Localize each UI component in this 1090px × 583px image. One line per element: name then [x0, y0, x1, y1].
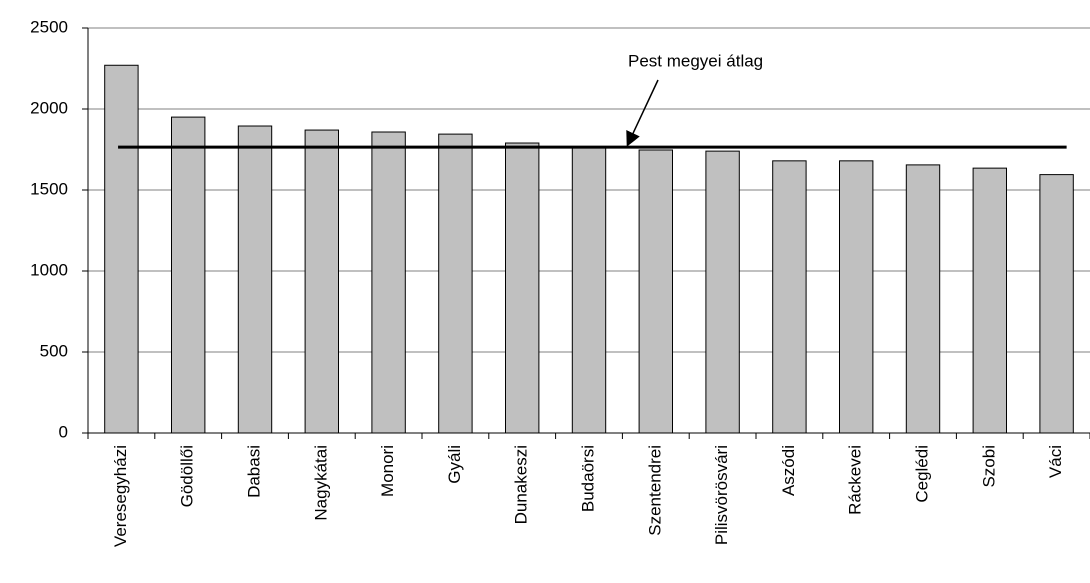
- bar: [371, 131, 406, 434]
- x-tick-label: Monori: [378, 445, 397, 497]
- bar: [705, 150, 740, 434]
- bar: [972, 167, 1007, 434]
- annotation: Pest megyei átlag: [628, 51, 763, 70]
- x-tick-label: Ceglédi: [912, 445, 931, 503]
- bar: [304, 129, 340, 434]
- y-tick-label: 2500: [30, 17, 68, 36]
- x-tick-label: Szobi: [979, 445, 998, 488]
- x-tick-label: Dunakeszi: [512, 445, 531, 524]
- bar: [104, 64, 139, 434]
- x-tick-label: Budaörsi: [578, 445, 597, 512]
- bar: [505, 142, 540, 434]
- bar: [438, 133, 473, 434]
- bar: [638, 149, 673, 434]
- bar: [1039, 174, 1074, 434]
- x-tick-label: Dabasi: [244, 445, 263, 498]
- x-tick-label: Gyáli: [445, 445, 464, 484]
- annotation-arrow: [626, 79, 659, 147]
- y-tick-label: 0: [59, 422, 68, 441]
- bar: [571, 146, 607, 434]
- bar: [839, 160, 874, 434]
- x-tick-label: Pilisvörösvári: [712, 445, 731, 545]
- bar: [772, 160, 807, 434]
- x-tick-label: Ráckevei: [846, 445, 865, 515]
- bar: [905, 164, 941, 434]
- x-tick-label: Nagykátai: [311, 445, 330, 521]
- x-tick-label: Veresegyházi: [111, 445, 130, 547]
- x-tick-label: Szentendrei: [645, 445, 664, 536]
- x-tick-label: Gödöllői: [178, 445, 197, 507]
- bar: [237, 125, 273, 434]
- y-tick-label: 500: [40, 341, 68, 360]
- x-tick-label: Váci: [1046, 445, 1065, 478]
- y-tick-label: 1500: [30, 179, 68, 198]
- y-tick-label: 2000: [30, 98, 68, 117]
- bar: [171, 116, 206, 434]
- x-tick-label: Aszódi: [779, 445, 798, 496]
- y-tick-label: 1000: [30, 260, 68, 279]
